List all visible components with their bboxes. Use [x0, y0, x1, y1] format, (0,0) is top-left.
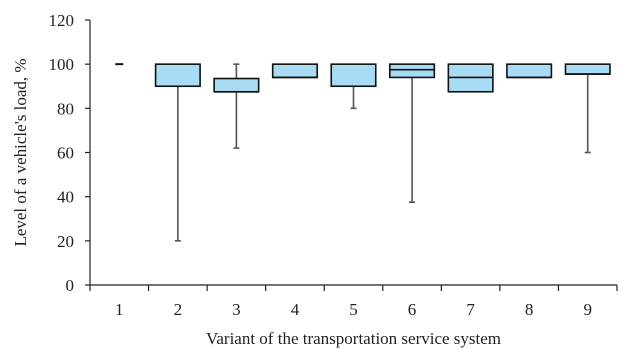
- box-iqr: [330, 63, 377, 88]
- x-tick-label: 3: [232, 300, 241, 319]
- y-tick-label: 20: [57, 232, 74, 251]
- box-variant-7: [447, 63, 494, 93]
- box-iqr: [154, 63, 201, 88]
- x-tick-label: 2: [174, 300, 183, 319]
- box-variant-3: [213, 63, 260, 149]
- y-axis-ticks: 0 20 40 60 80 100 120: [49, 11, 90, 295]
- box-variant-9: [564, 63, 611, 154]
- x-tick-label: 1: [115, 300, 124, 319]
- box-variant-5: [330, 63, 377, 110]
- box-variant-6: [389, 63, 436, 203]
- box-iqr: [271, 63, 318, 79]
- y-tick-label: 80: [57, 99, 74, 118]
- y-tick-label: 40: [57, 188, 74, 207]
- y-tick-label: 0: [66, 276, 75, 295]
- x-axis-ticks: 1 2 3 4 5 6 7 8 9: [89, 285, 618, 319]
- box-iqr: [213, 77, 260, 93]
- x-tick-label: 8: [525, 300, 534, 319]
- y-tick-label: 100: [49, 55, 75, 74]
- x-tick-label: 7: [466, 300, 475, 319]
- x-tick-label: 9: [583, 300, 592, 319]
- y-axis-label: Level of a vehicle's load, %: [11, 58, 30, 246]
- boxes: [115, 63, 611, 242]
- y-tick-label: 60: [57, 144, 74, 163]
- box-iqr: [389, 63, 436, 79]
- box-iqr: [506, 63, 553, 79]
- box-iqr: [564, 63, 611, 75]
- box-variant-2: [154, 63, 201, 242]
- x-tick-label: 6: [408, 300, 417, 319]
- box-variant-8: [506, 63, 553, 79]
- x-tick-label: 4: [291, 300, 300, 319]
- x-axis-label: Variant of the transportation service sy…: [206, 329, 501, 348]
- x-tick-label: 5: [349, 300, 358, 319]
- box-variant-4: [271, 63, 318, 79]
- y-tick-label: 120: [49, 11, 75, 30]
